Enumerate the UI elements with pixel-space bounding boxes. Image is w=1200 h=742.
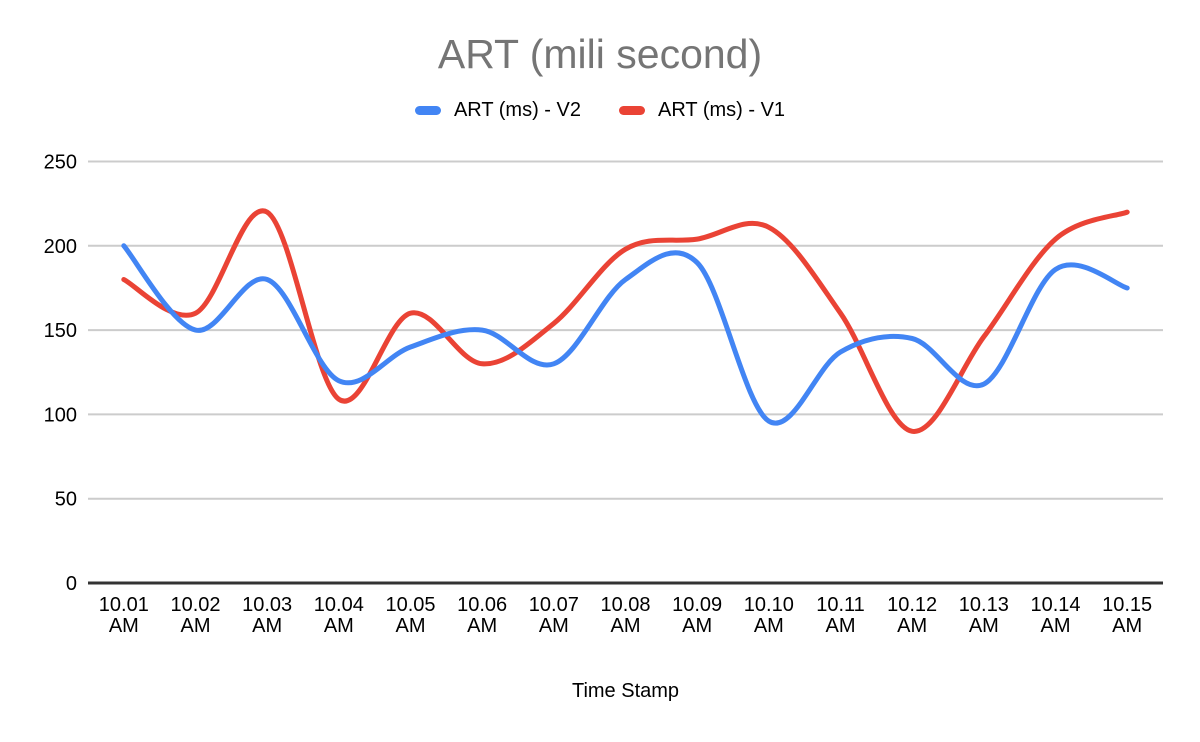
y-tick-label: 200 bbox=[44, 236, 77, 258]
x-tick-label-am: AM bbox=[754, 615, 784, 637]
legend-label-v2: ART (ms) - V2 bbox=[453, 98, 581, 121]
x-tick-label-am: AM bbox=[181, 615, 211, 637]
y-tick-label: 250 bbox=[44, 152, 77, 174]
x-tick-label: 10.10 bbox=[744, 594, 794, 616]
x-tick-label-am: AM bbox=[467, 615, 497, 637]
x-tick-label-am: AM bbox=[682, 615, 712, 637]
legend-item-v2: ART (ms) - V2 bbox=[414, 98, 581, 122]
x-tick-label-am: AM bbox=[611, 615, 641, 637]
x-tick-label: 10.03 bbox=[242, 594, 292, 616]
x-tick-label-am: AM bbox=[396, 615, 426, 637]
x-tick-label: 10.01 bbox=[99, 594, 149, 616]
x-tick-label-am: AM bbox=[826, 615, 856, 637]
chart-legend: ART (ms) - V2 ART (ms) - V1 bbox=[0, 97, 1200, 123]
chart-title: ART (mili second) bbox=[437, 31, 763, 77]
y-tick-label: 50 bbox=[55, 489, 77, 511]
x-tick-label: 10.04 bbox=[314, 594, 364, 616]
legend-item-v1: ART (ms) - V1 bbox=[619, 99, 785, 122]
y-tick-label: 100 bbox=[44, 404, 77, 426]
x-tick-label-am: AM bbox=[897, 615, 927, 637]
x-tick-label: 10.15 bbox=[1102, 594, 1152, 616]
legend-swatch-v2-icon bbox=[414, 105, 441, 115]
x-tick-label: 10.07 bbox=[529, 594, 579, 616]
x-tick-label-am: AM bbox=[969, 615, 999, 637]
y-tick-label: 150 bbox=[44, 320, 77, 342]
x-tick-label: 10.09 bbox=[672, 594, 722, 616]
x-axis-title: Time Stamp bbox=[572, 680, 679, 702]
x-tick-label: 10.02 bbox=[170, 594, 220, 616]
x-tick-label-am: AM bbox=[109, 615, 139, 637]
series-line-v2 bbox=[121, 243, 1130, 426]
legend-swatch-v1-icon bbox=[619, 105, 645, 115]
x-tick-label: 10.14 bbox=[1030, 594, 1080, 616]
x-tick-label-am: AM bbox=[1112, 615, 1142, 637]
x-tick-label-am: AM bbox=[539, 615, 569, 637]
legend-label-v1: ART (ms) - V1 bbox=[658, 98, 786, 121]
x-tick-label: 10.05 bbox=[385, 594, 435, 616]
series-line-v1 bbox=[121, 208, 1130, 434]
y-tick-label: 0 bbox=[66, 573, 77, 595]
x-tick-label: 10.06 bbox=[457, 594, 507, 616]
x-tick-label-am: AM bbox=[324, 615, 354, 637]
x-tick-label-am: AM bbox=[252, 615, 282, 637]
x-tick-label: 10.11 bbox=[816, 594, 865, 616]
x-tick-label-am: AM bbox=[1041, 615, 1071, 637]
x-tick-label: 10.13 bbox=[959, 594, 1009, 616]
x-tick-label: 10.08 bbox=[600, 594, 650, 616]
x-tick-label: 10.12 bbox=[887, 594, 937, 616]
